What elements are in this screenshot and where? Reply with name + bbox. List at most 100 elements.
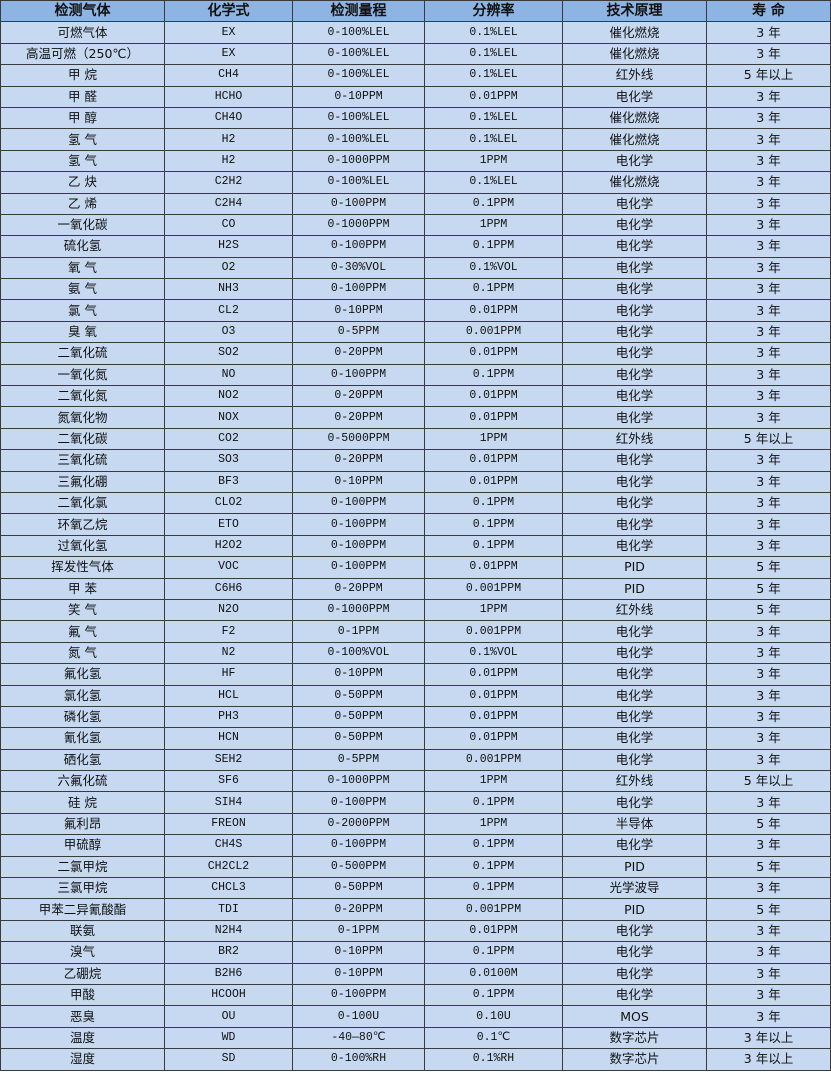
gas-name-cell: 氧 气	[0, 256, 165, 280]
range-cell: 0-100PPM	[292, 791, 425, 814]
gas-name-cell: 恶臭	[0, 1005, 165, 1028]
header-resolution: 分辨率	[424, 0, 563, 23]
table-row: 氯 气 CL2 0-10PPM 0.01PPM 电化学 3 年	[0, 299, 831, 322]
table-row: 二氧化碳 CO2 0-5000PPM 1PPM 红外线 5 年以上	[0, 427, 831, 451]
lifespan-cell: 3 年	[706, 256, 831, 280]
range-cell: 0-10PPM	[292, 962, 425, 985]
lifespan-cell: 3 年	[706, 149, 831, 173]
formula-cell: NOX	[164, 406, 293, 429]
range-cell: 0-10PPM	[292, 470, 425, 493]
resolution-cell: 0.1%VOL	[424, 641, 563, 665]
range-cell: 0-5PPM	[292, 748, 425, 772]
formula-cell: CH4S	[164, 834, 293, 857]
gas-name-cell: 乙 炔	[0, 171, 165, 194]
table-row: 甲硫醇 CH4S 0-100PPM 0.1PPM 电化学 3 年	[0, 834, 831, 857]
gas-name-cell: 六氟化硫	[0, 770, 165, 793]
principle-cell: 电化学	[562, 513, 707, 536]
principle-cell: 电化学	[562, 449, 707, 472]
table-row: 氢 气 H2 0-100%LEL 0.1%LEL 催化燃烧 3 年	[0, 128, 831, 151]
table-row: 氮 气 N2 0-100%VOL 0.1%VOL 电化学 3 年	[0, 641, 831, 665]
lifespan-cell: 3 年	[706, 470, 831, 493]
range-cell: 0-100PPM	[292, 278, 425, 301]
range-cell: 0-1000PPM	[292, 770, 425, 793]
range-cell: 0-100PPM	[292, 556, 425, 579]
formula-cell: N2H4	[164, 919, 293, 943]
table-row: 甲 醇 CH4O 0-100%LEL 0.1%LEL 催化燃烧 3 年	[0, 106, 831, 130]
lifespan-cell: 3 年	[706, 620, 831, 643]
resolution-cell: 0.001PPM	[424, 748, 563, 772]
gas-name-cell: 氟 气	[0, 620, 165, 643]
lifespan-cell: 5 年以上	[706, 770, 831, 793]
resolution-cell: 0.1PPM	[424, 513, 563, 536]
lifespan-cell: 3 年	[706, 983, 831, 1007]
resolution-cell: 0.001PPM	[424, 898, 563, 921]
table-row: 一氧化氮 NO 0-100PPM 0.1PPM 电化学 3 年	[0, 363, 831, 387]
range-cell: 0-100PPM	[292, 983, 425, 1007]
range-cell: 0-100%LEL	[292, 106, 425, 130]
gas-name-cell: 过氧化氢	[0, 534, 165, 558]
lifespan-cell: 3 年以上	[706, 1026, 831, 1050]
principle-cell: 电化学	[562, 192, 707, 215]
resolution-cell: 0.1%LEL	[424, 64, 563, 87]
resolution-cell: 1PPM	[424, 812, 563, 836]
lifespan-cell: 3 年	[706, 791, 831, 814]
table-row: 温度 WD -40—80℃ 0.1℃ 数字芯片 3 年以上	[0, 1026, 831, 1050]
principle-cell: 红外线	[562, 598, 707, 622]
formula-cell: C6H6	[164, 577, 293, 600]
lifespan-cell: 3 年	[706, 406, 831, 429]
table-row: 三氯甲烷 CHCL3 0-50PPM 0.1PPM 光学波导 3 年	[0, 877, 831, 900]
table-row: 二氧化氯 CLO2 0-100PPM 0.1PPM 电化学 3 年	[0, 491, 831, 515]
resolution-cell: 0.1PPM	[424, 983, 563, 1007]
resolution-cell: 1PPM	[424, 598, 563, 622]
formula-cell: NO	[164, 363, 293, 387]
gas-name-cell: 可燃气体	[0, 21, 165, 44]
table-row: 乙硼烷 B2H6 0-10PPM 0.0100M 电化学 3 年	[0, 962, 831, 985]
header-gas-name: 检测气体	[0, 0, 165, 23]
formula-cell: CH4	[164, 64, 293, 87]
table-row: 环氧乙烷 ETO 0-100PPM 0.1PPM 电化学 3 年	[0, 513, 831, 536]
resolution-cell: 0.1%LEL	[424, 171, 563, 194]
range-cell: -40—80℃	[292, 1026, 425, 1050]
table-row: 氧 气 O2 0-30%VOL 0.1%VOL 电化学 3 年	[0, 256, 831, 280]
principle-cell: 催化燃烧	[562, 106, 707, 130]
principle-cell: 红外线	[562, 770, 707, 793]
range-cell: 0-1000PPM	[292, 213, 425, 237]
resolution-cell: 1PPM	[424, 213, 563, 237]
gas-name-cell: 甲 醛	[0, 85, 165, 108]
table-row: 甲酸 HCOOH 0-100PPM 0.1PPM 电化学 3 年	[0, 983, 831, 1007]
formula-cell: SIH4	[164, 791, 293, 814]
gas-name-cell: 二氧化硫	[0, 342, 165, 365]
formula-cell: BF3	[164, 470, 293, 493]
formula-cell: EX	[164, 21, 293, 44]
principle-cell: 电化学	[562, 406, 707, 429]
resolution-cell: 0.1PPM	[424, 834, 563, 857]
lifespan-cell: 3 年	[706, 320, 831, 344]
gas-name-cell: 一氧化碳	[0, 213, 165, 237]
gas-name-cell: 氟利昂	[0, 812, 165, 836]
gas-name-cell: 湿度	[0, 1048, 165, 1071]
lifespan-cell: 5 年	[706, 598, 831, 622]
principle-cell: 电化学	[562, 363, 707, 387]
resolution-cell: 1PPM	[424, 427, 563, 451]
gas-name-cell: 氢 气	[0, 128, 165, 151]
formula-cell: NO2	[164, 385, 293, 408]
table-row: 六氟化硫 SF6 0-1000PPM 1PPM 红外线 5 年以上	[0, 770, 831, 793]
table-row: 湿度 SD 0-100%RH 0.1%RH 数字芯片 3 年以上	[0, 1048, 831, 1071]
principle-cell: PID	[562, 577, 707, 600]
lifespan-cell: 3 年	[706, 213, 831, 237]
resolution-cell: 0.1%LEL	[424, 42, 563, 66]
resolution-cell: 0.1%VOL	[424, 256, 563, 280]
range-cell: 0-5PPM	[292, 320, 425, 344]
range-cell: 0-100%LEL	[292, 171, 425, 194]
principle-cell: 数字芯片	[562, 1048, 707, 1071]
resolution-cell: 0.01PPM	[424, 449, 563, 472]
gas-name-cell: 笑 气	[0, 598, 165, 622]
table-row: 甲 苯 C6H6 0-20PPM 0.001PPM PID 5 年	[0, 577, 831, 600]
resolution-cell: 0.1℃	[424, 1026, 563, 1050]
formula-cell: SEH2	[164, 748, 293, 772]
formula-cell: WD	[164, 1026, 293, 1050]
lifespan-cell: 3 年	[706, 235, 831, 258]
resolution-cell: 0.10U	[424, 1005, 563, 1028]
resolution-cell: 0.01PPM	[424, 406, 563, 429]
principle-cell: 电化学	[562, 705, 707, 729]
